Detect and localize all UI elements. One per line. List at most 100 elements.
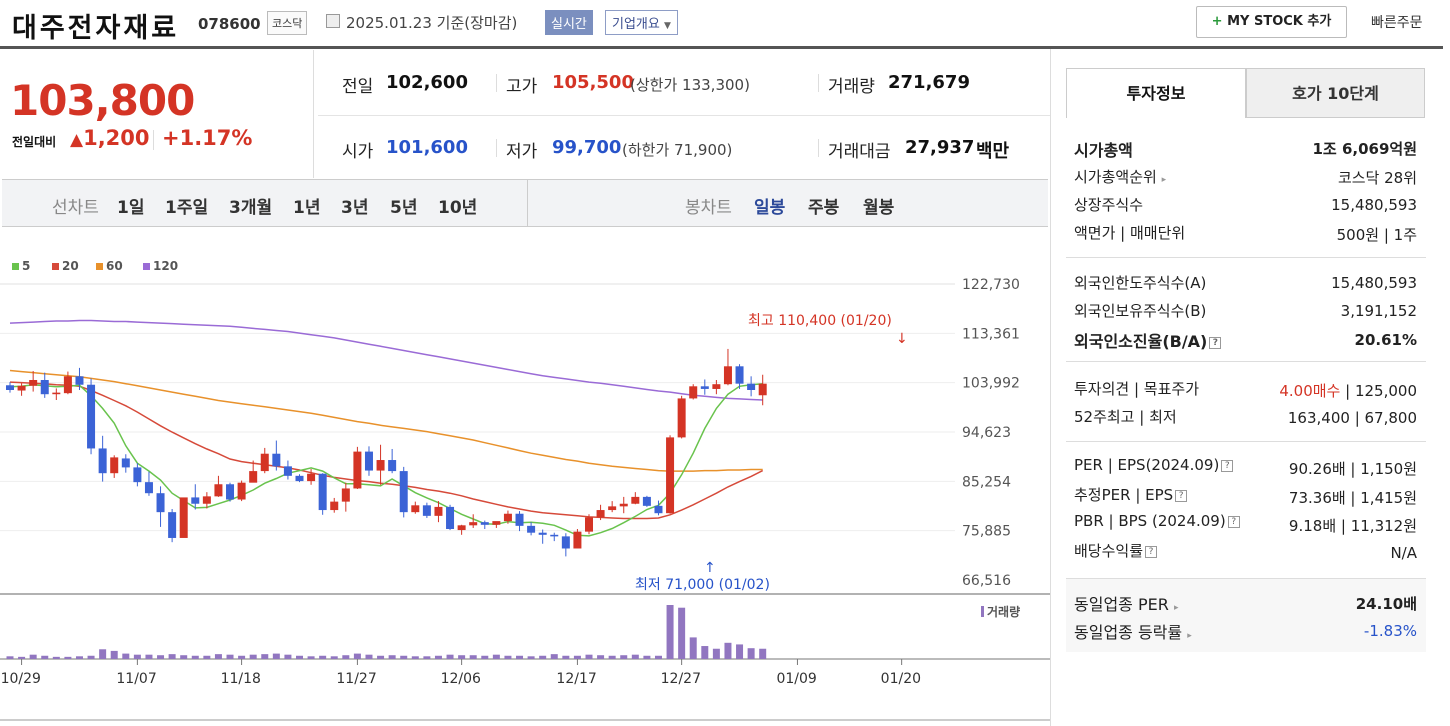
candle-body [446,506,455,530]
candle-body [341,488,350,502]
volume-bar [180,655,188,659]
candle-body [689,386,698,399]
tab-orderbook[interactable]: 호가 10단계 [1246,68,1425,118]
help-icon[interactable]: ? [1209,336,1222,349]
volume-bar [353,653,361,659]
chevron-down-icon: ▼ [663,21,671,31]
lower-limit-value: 71,900) [674,141,733,159]
volume-bar [365,654,373,659]
week52-value: 163,400 | 67,800 [1287,409,1417,427]
plus-icon: + [1211,14,1223,29]
listed-shares-label: 상장주식수 [1074,196,1144,214]
volume-bar [654,655,662,659]
week52-label: 52주최고 | 최저 [1074,408,1177,426]
y-tick-label: 113,361 [962,326,1020,342]
candle-body [202,496,211,504]
volume-bar [689,637,697,659]
volume-bar [492,654,500,659]
volume-bar [400,655,408,659]
volume-value: 271,679 [888,72,970,93]
candle-body [168,512,177,538]
candle-body [712,384,721,389]
tab-3y[interactable]: 3년 [341,198,369,218]
volume-bar [203,655,211,659]
tab-1w[interactable]: 1주일 [165,198,209,218]
high-annotation-text: 최고 110,400 (01/20) [748,313,892,329]
chevron-right-icon: ▸ [1187,631,1192,641]
help-icon[interactable]: ? [1227,515,1240,528]
volume-bar [122,653,130,659]
volume-bar [712,648,720,659]
realtime-button[interactable]: 실시간 [545,10,593,35]
help-icon[interactable]: ? [1175,489,1188,502]
volume-bar [296,655,303,659]
tab-monthly[interactable]: 월봉 [863,198,895,218]
header-divider [0,46,1443,49]
up-arrow-icon: ↑ [704,560,716,576]
sector-box [1066,578,1426,652]
chart-tab-bar: 선차트 1일 1주일 3개월 1년 3년 5년 10년 봉차트 일봉 주봉 월봉 [2,179,1048,227]
candle-body [63,376,72,394]
tab-3m[interactable]: 3개월 [229,198,273,218]
foreign-rate-value: 20.61% [1354,331,1417,349]
help-icon[interactable]: ? [1221,459,1234,472]
tab-investment-info[interactable]: 투자정보 [1066,68,1246,118]
right-panel [1050,49,1450,726]
candle-body [353,451,362,489]
amount-value: 27,937 [905,137,975,158]
opinion-value: 4.00매수 | 125,000 [1279,382,1417,400]
my-stock-add-button[interactable]: + MY STOCK 추가 [1196,6,1347,38]
high-label: 고가 [506,77,538,97]
candle-body [469,522,478,526]
candle-body [503,513,512,522]
help-icon[interactable]: ? [1145,545,1158,558]
est-per-eps-label: 추정PER | EPS? [1074,484,1188,505]
amount-label: 거래대금 [828,142,891,162]
stock-name: 대주전자재료 [12,13,180,44]
pbr-bps-value: 9.18배 | 11,312원 [1288,517,1417,535]
prev-close-value: 102,600 [386,72,468,93]
candle-body [214,484,223,497]
candle-body [666,437,675,514]
candle-body [388,460,397,472]
tab-1y[interactable]: 1년 [293,198,321,218]
tab-10y[interactable]: 10년 [438,198,478,218]
volume-bar [539,655,547,659]
volume-bar [377,655,385,659]
change-label: 전일대비 [12,135,57,149]
volume-bar [226,654,234,659]
candle-body [654,505,663,514]
company-overview-dropdown[interactable]: 기업개요 ▼ [605,10,678,35]
opinion-label: 투자의견 | 목표주가 [1074,380,1199,398]
volume-bar [307,656,315,659]
par-value-label: 액면가 | 매매단위 [1074,224,1186,242]
quick-order-link[interactable]: 빠른주문 [1371,15,1423,31]
candle-body [561,536,570,549]
candle-body [550,534,559,537]
volume-bar [759,648,767,659]
tab-weekly[interactable]: 주봉 [808,198,840,218]
candle-body [422,505,431,516]
tab-5y[interactable]: 5년 [390,198,418,218]
volume-bar [319,655,327,659]
sector-change-link[interactable]: 동일업종 등락률 ▸ [1074,623,1192,642]
volume-label: 거래량 [828,77,875,97]
candle-body [538,532,547,535]
price-chart[interactable]: 122,730 113,361 103,992 94,623 85,254 75,885 6… [0,272,1050,726]
tab-1d[interactable]: 1일 [117,198,145,218]
market-cap-rank-link[interactable]: 시가총액순위 ▸ [1074,168,1167,186]
candle-body [642,496,651,506]
volume-bar [388,655,396,659]
down-arrow-icon: ↓ [896,331,908,347]
chevron-right-icon: ▸ [1173,603,1179,613]
volume-bar [504,655,512,659]
candle-body [457,525,466,531]
candle-body [735,366,744,384]
volume-bar [481,655,489,659]
volume-bar [446,654,454,659]
candle-body [515,513,524,526]
sector-per-link[interactable]: 동일업종 PER ▸ [1074,595,1179,614]
tab-daily[interactable]: 일봉 [754,198,786,218]
candle-body [110,457,119,474]
candle-body [144,482,153,494]
